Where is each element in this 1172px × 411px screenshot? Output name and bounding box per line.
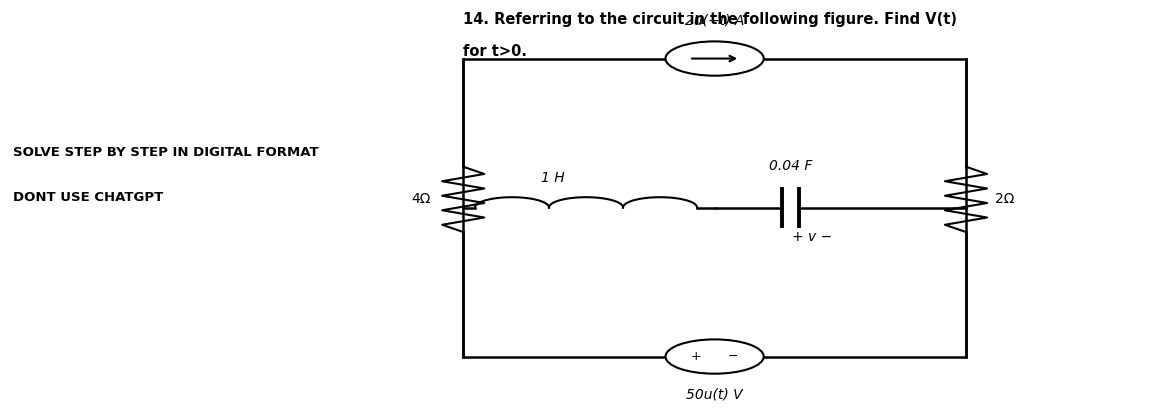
Circle shape — [666, 339, 764, 374]
Text: 14. Referring to the circuit in the following figure. Find V(t): 14. Referring to the circuit in the foll… — [463, 12, 958, 27]
Text: DONT USE CHATGPT: DONT USE CHATGPT — [13, 191, 163, 204]
Text: +: + — [690, 350, 701, 363]
Text: + v −: + v − — [791, 230, 832, 244]
Text: 1 H: 1 H — [540, 171, 565, 185]
Text: 2u(−t) A: 2u(−t) A — [684, 13, 744, 27]
Text: 4Ω: 4Ω — [411, 192, 430, 206]
Text: for t>0.: for t>0. — [463, 44, 527, 59]
Text: 0.04 F: 0.04 F — [769, 159, 812, 173]
Bar — [463, 58, 966, 356]
Text: SOLVE STEP BY STEP IN DIGITAL FORMAT: SOLVE STEP BY STEP IN DIGITAL FORMAT — [13, 146, 319, 159]
Text: −: − — [728, 350, 738, 363]
Circle shape — [666, 42, 764, 76]
Text: 50u(t) V: 50u(t) V — [687, 388, 743, 402]
Text: 2Ω: 2Ω — [995, 192, 1015, 206]
